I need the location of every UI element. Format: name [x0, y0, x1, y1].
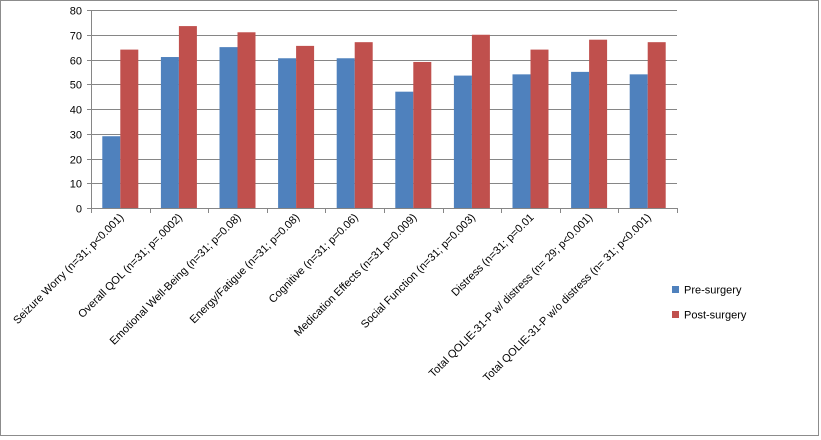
- y-tick-label: 50: [70, 80, 82, 92]
- bar-pre-surgery: [336, 58, 355, 209]
- y-tick-label: 30: [70, 130, 82, 142]
- bar-pre-surgery: [219, 47, 238, 208]
- bar-post-surgery: [471, 34, 490, 208]
- bar-post-surgery: [296, 45, 315, 209]
- y-tick-label: 70: [70, 31, 82, 43]
- bar-post-surgery: [413, 61, 432, 208]
- y-axis-tick-labels: 0 10 20 30 40 50 60 70 80: [70, 6, 82, 216]
- axes: [87, 10, 678, 213]
- bar-post-surgery: [647, 42, 666, 208]
- y-tick-label: 60: [70, 56, 82, 68]
- bar-post-surgery: [589, 39, 608, 209]
- y-tick-label: 40: [70, 105, 82, 117]
- bar-pre-surgery: [395, 91, 414, 208]
- legend: Pre-surgery Post-surgery: [672, 285, 747, 322]
- x-category-label: Seizure Worry (n=31; p<0.001): [11, 212, 126, 327]
- bar-pre-surgery: [102, 136, 121, 208]
- legend-swatch: [672, 311, 679, 318]
- bar-post-surgery: [120, 49, 139, 208]
- bar-pre-surgery: [278, 58, 297, 209]
- y-tick-label: 20: [70, 155, 82, 167]
- bar-pre-surgery: [629, 74, 648, 208]
- bar-pre-surgery: [160, 57, 179, 209]
- x-category-label: Social Function (n=31; p=0.003): [359, 212, 478, 331]
- x-category-label: Energy/Fatigue (n=31; p=0.08): [188, 212, 302, 326]
- bar-pre-surgery: [453, 75, 472, 209]
- bar-post-surgery: [354, 42, 373, 208]
- bar-post-surgery: [178, 26, 197, 209]
- x-category-label: Emotional Well-Being (n=31; p=0.08): [108, 212, 244, 348]
- x-category-label: Overall QOL (n=31; p=.0002): [76, 212, 185, 321]
- bar-post-surgery: [237, 32, 256, 209]
- y-tick-label: 80: [70, 6, 82, 18]
- x-axis-category-labels: Seizure Worry (n=31; p<0.001)Overall QOL…: [11, 212, 654, 385]
- legend-label: Pre-surgery: [684, 285, 742, 297]
- y-tick-label: 10: [70, 179, 82, 191]
- legend-label: Post-surgery: [684, 310, 747, 322]
- bar-post-surgery: [530, 49, 549, 208]
- legend-swatch: [672, 286, 679, 293]
- y-tick-label: 0: [76, 204, 82, 216]
- bar-pre-surgery: [571, 71, 590, 208]
- x-category-label: Medication Effects (n=31 p=0.009): [292, 212, 419, 339]
- bar-pre-surgery: [512, 74, 531, 208]
- bars: [102, 26, 666, 209]
